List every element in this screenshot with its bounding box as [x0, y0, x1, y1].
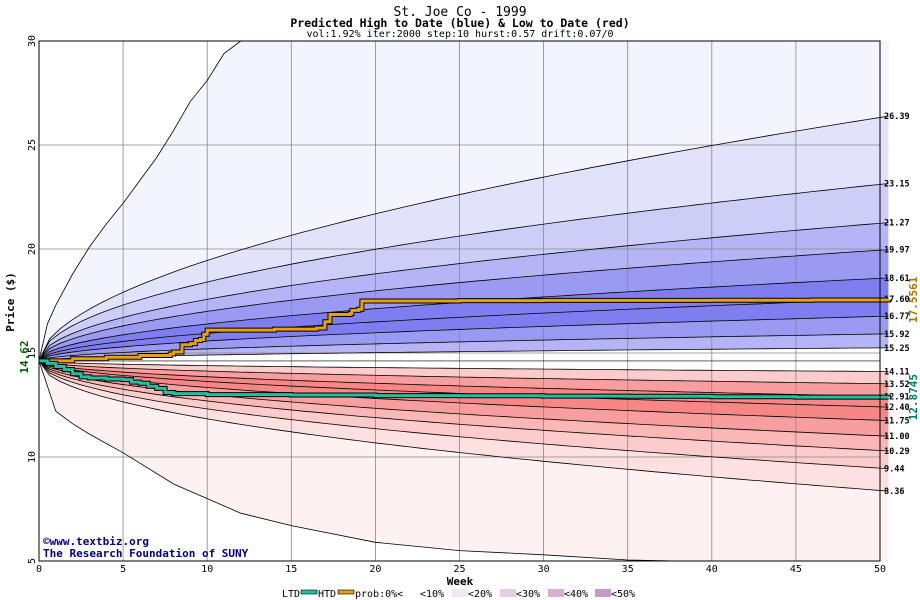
x-tick-label: 35 [622, 564, 634, 575]
quantile-line [38, 360, 889, 385]
htd-line [39, 298, 890, 363]
quantile-label: 10.29 [884, 447, 910, 457]
x-tick-label: 40 [706, 564, 718, 575]
chart-title: St. Joe Co - 1999 [393, 5, 526, 20]
low-band-3 [39, 360, 889, 421]
y-tick-label: 15 [27, 347, 38, 359]
high-band-7 [39, 316, 889, 361]
x-tick-label: 0 [36, 564, 42, 575]
x-tick-label: 50 [874, 564, 886, 575]
legend-band-40-swatch [595, 589, 611, 597]
x-axis-label: Week [447, 575, 474, 588]
quantile-line [38, 360, 889, 372]
legend-band-0-swatch [404, 589, 420, 597]
legend-band-20-swatch [500, 589, 516, 597]
quantile-label: 15.92 [884, 330, 910, 340]
quantile-label: 21.27 [884, 219, 910, 229]
low-band-1 [39, 360, 889, 397]
low-band-5 [39, 360, 889, 451]
quantile-label: 11.00 [884, 432, 910, 442]
high-band-4 [39, 249, 889, 361]
credit-website: ©www.textbiz.org [43, 535, 149, 548]
quantile-label: 13.52 [884, 380, 910, 390]
x-tick-label: 15 [285, 564, 297, 575]
low-band-8 [39, 360, 889, 561]
quantile-label: 19.97 [884, 246, 910, 256]
quantile-line [38, 298, 889, 362]
quantile-line [38, 360, 889, 492]
legend-htd-label: HTD [318, 589, 336, 600]
quantile-label: 26.39 [884, 112, 910, 122]
y-tick-label: 5 [27, 558, 38, 564]
plot-area: 26.39 23.15 21.27 19.97 18.61 17.60 16.77 15.92… [27, 35, 920, 575]
legend-40-label: <40% [564, 589, 588, 600]
high-band-1 [39, 116, 889, 361]
quantile-label: 12.40 [884, 403, 910, 413]
quantile-label: 15.25 [884, 344, 910, 354]
quantile-label: 9.44 [884, 465, 904, 475]
y-axis-label: Price ($) [4, 272, 17, 332]
quantile-line [38, 360, 889, 452]
high-band-2 [39, 183, 889, 361]
quantile-label: 18.61 [884, 274, 910, 284]
legend-band-30-swatch [548, 589, 564, 597]
quantile-label: 23.15 [884, 179, 910, 189]
low-band-6 [39, 360, 889, 469]
legend-20-label: <20% [468, 589, 492, 600]
ltd-line [39, 359, 890, 399]
quantile-line [38, 360, 889, 397]
x-tick-label: 20 [369, 564, 381, 575]
legend: LTD HTD prob:0%< <10% <20% <30% <40% <50… [282, 589, 635, 600]
quantile-line [38, 249, 889, 362]
quantile-line [38, 360, 889, 469]
legend-prob-label: prob:0%< [355, 589, 403, 600]
start-price-label: 14.62 [18, 340, 31, 373]
quantile-line [38, 115, 889, 362]
quantile-label: 16.77 [884, 312, 910, 322]
x-tick-label: 10 [201, 564, 213, 575]
quantile-label: 14.11 [884, 368, 910, 378]
high-band-6 [39, 298, 889, 361]
high-band-3 [39, 222, 889, 361]
x-tick-label: 45 [790, 564, 802, 575]
quantile-line [38, 222, 889, 362]
y-tick-label: 10 [27, 451, 38, 463]
x-tick-label: 30 [538, 564, 550, 575]
quantile-label: 8.36 [884, 487, 904, 497]
y-tick-label: 25 [27, 139, 38, 151]
low-band-7 [39, 360, 889, 492]
quantile-label: 17.60 [884, 295, 910, 305]
quantile-label: 12.91 [884, 392, 910, 402]
credit-organization: The Research Foundation of SUNY [43, 547, 249, 560]
legend-band-10-swatch [452, 589, 468, 597]
htd-final-label: 17.5561 [907, 276, 920, 323]
simulation-params: vol:1.92% iter:2000 step:10 hurst:0.57 d… [306, 29, 613, 40]
chart-subtitle: Predicted High to Date (blue) & Low to D… [290, 16, 629, 30]
legend-htd-swatch [337, 589, 355, 595]
quantile-line [38, 360, 889, 421]
quantile-line [38, 183, 889, 362]
x-tick-label: 25 [453, 564, 465, 575]
x-tick-label: 5 [120, 564, 126, 575]
legend-ltd-label: LTD [282, 589, 300, 600]
low-band-4 [39, 360, 889, 437]
max-envelope-line [38, 40, 242, 361]
quantile-line [38, 347, 889, 362]
legend-50-label: <50% [611, 589, 635, 600]
high-band-0 [39, 41, 889, 361]
legend-10-label: <10% [420, 589, 444, 600]
quantile-label: 11.75 [884, 417, 910, 427]
ltd-final-label: 12.8745 [907, 374, 920, 420]
y-tick-label: 30 [27, 35, 38, 47]
legend-30-label: <30% [516, 589, 540, 600]
legend-ltd-swatch [300, 589, 318, 595]
plot-frame [38, 40, 881, 562]
y-tick-label: 20 [27, 243, 38, 255]
low-band-0 [39, 360, 889, 384]
min-envelope-line [38, 360, 679, 562]
